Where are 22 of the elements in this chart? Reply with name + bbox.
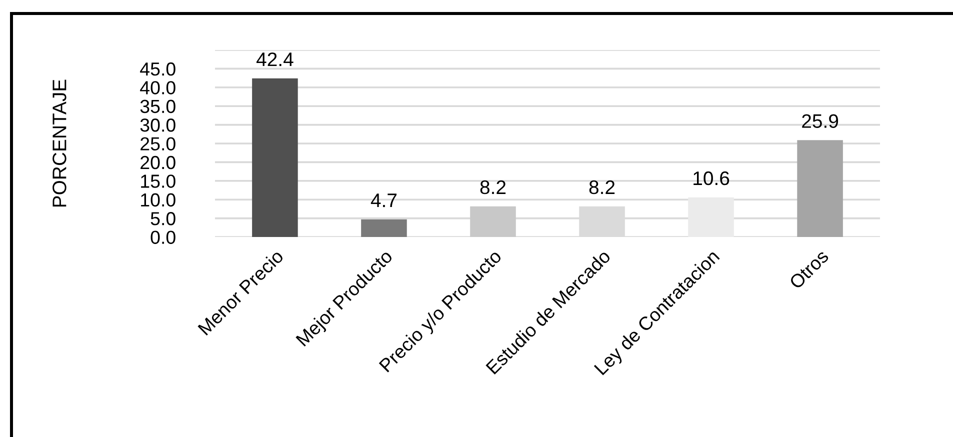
y-tick-label: 25.0 (140, 137, 176, 150)
data-label: 8.2 (589, 180, 615, 194)
data-label: 8.2 (480, 180, 506, 194)
data-label: 25.9 (802, 114, 838, 128)
y-axis-title: PORCENTAJE (52, 80, 66, 207)
y-tick-label: 40.0 (140, 81, 176, 94)
bar (797, 140, 843, 237)
y-tick-label: 10.0 (141, 193, 176, 207)
bar (470, 206, 516, 237)
data-label: 4.7 (370, 194, 397, 208)
bar (252, 78, 298, 237)
y-tick-label: 35.0 (140, 100, 176, 114)
y-tick-label: 20.0 (140, 156, 176, 170)
y-tick-label: 30.0 (140, 118, 176, 132)
y-tick-label: 15.0 (141, 174, 176, 188)
bar (361, 219, 407, 237)
data-label: 10.6 (694, 171, 730, 186)
data-label: 42.4 (256, 52, 294, 66)
y-tick-label: 45.0 (140, 62, 176, 76)
y-tick-label: 0.0 (150, 230, 176, 244)
y-tick-label: 5.0 (150, 212, 176, 226)
bar (688, 197, 734, 237)
